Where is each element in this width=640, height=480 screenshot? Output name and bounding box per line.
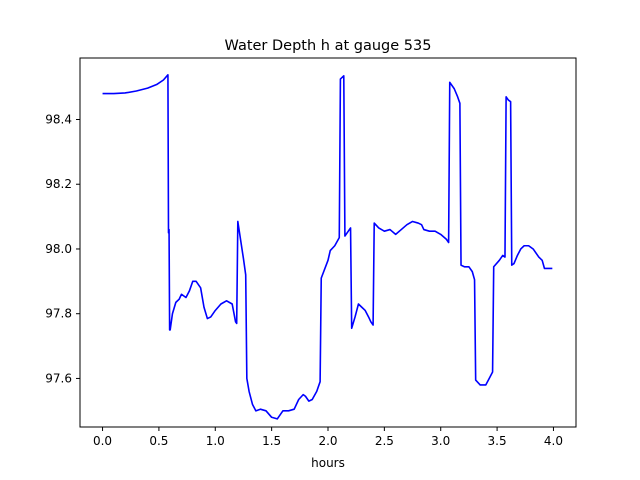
x-tick-label: 4.0	[544, 434, 563, 448]
x-tick-label: 2.0	[318, 434, 337, 448]
x-axis-label: hours	[311, 456, 345, 470]
y-tick-label: 98.4	[45, 113, 72, 127]
y-tick-label: 98.0	[45, 242, 72, 256]
x-tick-label: 3.0	[431, 434, 450, 448]
y-tick-label: 97.6	[45, 371, 72, 385]
x-tick-label: 0.5	[149, 434, 168, 448]
series-line	[102, 74, 553, 420]
x-tick-label: 3.5	[488, 434, 507, 448]
x-tick-label: 1.5	[262, 434, 281, 448]
y-tick-label: 97.8	[45, 307, 72, 321]
x-tick-label: 0.0	[93, 434, 112, 448]
x-tick-label: 1.0	[206, 434, 225, 448]
x-axis: 0.0 0.5 1.0 1.5 2.0 2.5 3.0 3.5 4.0	[93, 427, 563, 448]
y-tick-label: 98.2	[45, 177, 72, 191]
axes-frame	[79, 57, 577, 428]
y-axis: 97.6 97.8 98.0 98.2 98.4	[45, 113, 80, 385]
chart-title: Water Depth h at gauge 535	[225, 38, 432, 54]
x-tick-label: 2.5	[375, 434, 394, 448]
plot-area	[102, 74, 553, 420]
